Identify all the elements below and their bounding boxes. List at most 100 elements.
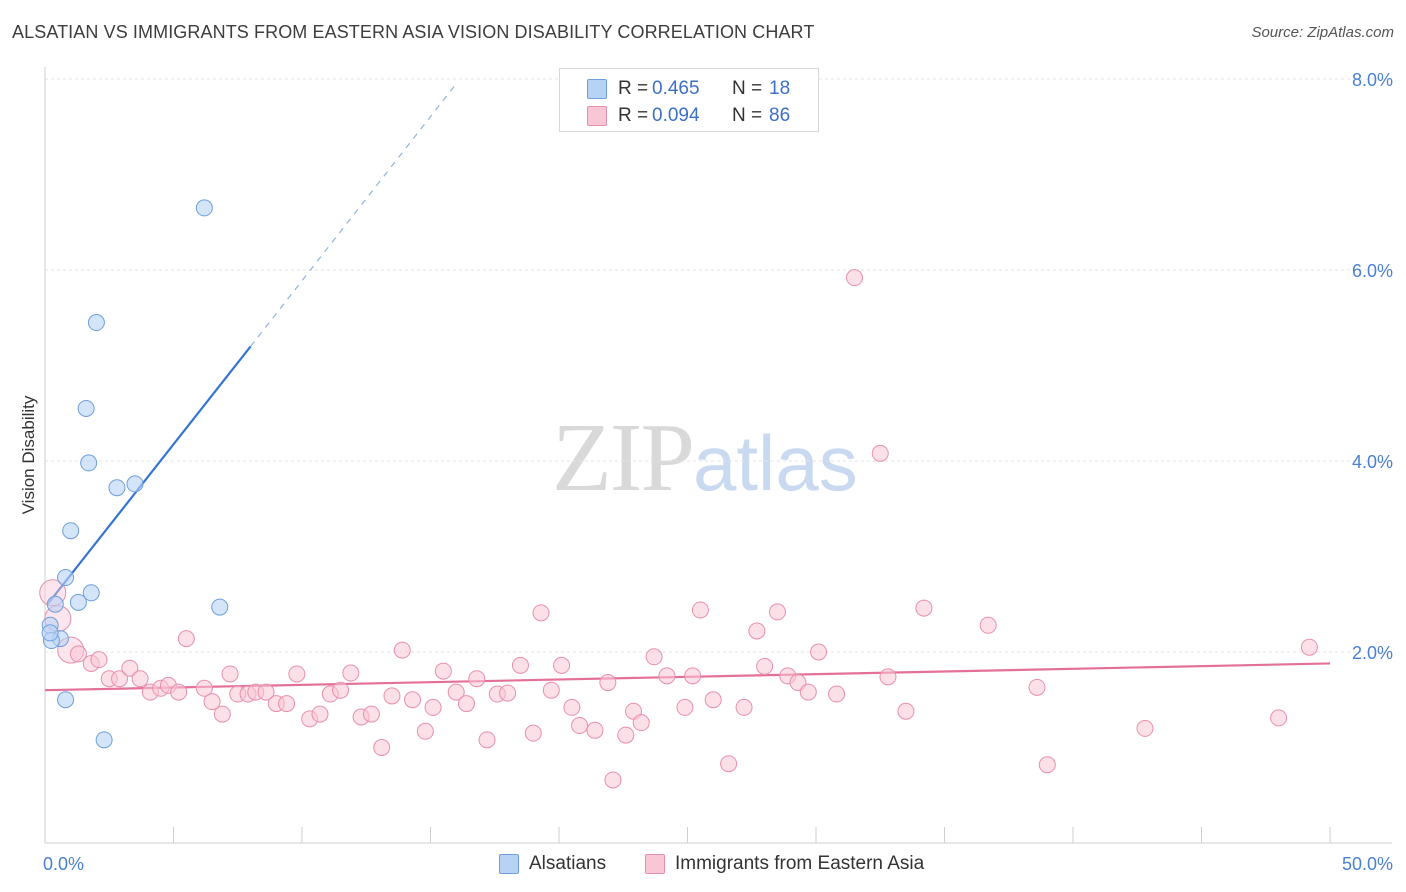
point-immigrants [288, 665, 306, 683]
point-alsatians [211, 598, 229, 616]
point-immigrants [846, 269, 864, 287]
point-immigrants [434, 662, 452, 680]
point-immigrants [447, 683, 465, 701]
point-immigrants [257, 683, 275, 701]
point-immigrants [342, 664, 360, 682]
bottom-legend-label: Alsatians [529, 853, 607, 874]
point-immigrants [499, 684, 517, 702]
point-immigrants [632, 714, 650, 732]
point-immigrants [393, 641, 411, 659]
point-alsatians [126, 475, 144, 493]
point-immigrants [828, 685, 846, 703]
legend-r-label: R = [618, 78, 649, 99]
point-immigrants [871, 444, 889, 462]
source-label: Source: ZipAtlas.com [1251, 24, 1394, 41]
point-immigrants [278, 695, 296, 713]
y-tick-label: 8.0% [1352, 70, 1393, 90]
point-alsatians [62, 522, 80, 540]
grid [45, 78, 1392, 653]
x-tick-label-max: 50.0% [1342, 854, 1393, 874]
point-immigrants [897, 702, 915, 720]
point-immigrants [645, 648, 663, 666]
point-immigrants [684, 667, 702, 685]
point-immigrants [468, 670, 486, 688]
point-immigrants [704, 691, 722, 709]
point-immigrants [617, 726, 635, 744]
point-immigrants [532, 604, 550, 622]
point-alsatians [57, 691, 75, 709]
point-immigrants [221, 665, 239, 683]
x-tick-label-min: 0.0% [43, 854, 84, 874]
point-immigrants [373, 739, 391, 756]
trend-line-alsatians-extension [250, 83, 457, 347]
point-immigrants [404, 691, 422, 709]
legend-row-immigrants: R = 0.094 N = 86 [560, 102, 818, 130]
point-immigrants [599, 674, 617, 692]
point-immigrants [586, 721, 604, 739]
point-alsatians [82, 584, 100, 602]
point-immigrants [111, 670, 129, 688]
legend-row-alsatians: R = 0.465 N = 18 [560, 75, 818, 103]
point-immigrants [90, 651, 108, 669]
point-immigrants [735, 698, 753, 716]
point-immigrants [915, 599, 933, 617]
point-immigrants [177, 630, 195, 648]
point-immigrants [720, 755, 738, 773]
point-immigrants [121, 659, 139, 677]
bottom-legend-swatch-pink [645, 854, 665, 874]
point-alsatians [41, 624, 59, 642]
point-immigrants [170, 683, 188, 701]
legend-n-label: N = [732, 105, 763, 126]
bottom-legend-label: Immigrants from Eastern Asia [675, 853, 925, 874]
point-immigrants [553, 656, 571, 674]
y-tick-label: 6.0% [1352, 261, 1393, 281]
point-immigrants [1038, 756, 1056, 774]
point-immigrants [1028, 678, 1046, 696]
point-immigrants [362, 705, 380, 723]
point-immigrants [195, 679, 213, 697]
point-immigrants [768, 603, 786, 621]
trend-lines [44, 83, 1331, 692]
trend-line-alsatians [46, 345, 252, 605]
point-immigrants [604, 771, 622, 789]
point-alsatians [95, 731, 113, 749]
point-immigrants [810, 643, 828, 661]
bottom-legend: Alsatians Immigrants from Eastern Asia [0, 852, 1406, 878]
bottom-legend-swatch-blue [499, 854, 519, 874]
point-alsatians [77, 399, 95, 417]
legend-r-label: R = [618, 105, 649, 126]
point-immigrants [131, 670, 149, 688]
point-immigrants [203, 693, 221, 711]
legend-r-value: 0.094 [652, 105, 700, 126]
y-axis-label: Vision Disability [19, 395, 38, 514]
data-points [39, 199, 1318, 789]
watermark-zip: ZIP [552, 404, 695, 512]
y-tick-label: 2.0% [1352, 643, 1393, 663]
legend-n-value: 86 [769, 105, 791, 126]
point-immigrants [691, 601, 709, 619]
axes [44, 67, 1392, 844]
point-alsatians [57, 569, 75, 587]
legend-swatch-blue [587, 79, 607, 99]
point-alsatians [195, 199, 213, 217]
point-immigrants [676, 698, 694, 716]
point-immigrants [1300, 638, 1318, 656]
legend-swatch-pink [587, 106, 607, 126]
point-immigrants [511, 656, 529, 674]
point-immigrants [571, 717, 589, 735]
tick-labels: 2.0% 4.0% 6.0% 8.0% 0.0% 50.0% [43, 70, 1393, 874]
watermark: ZIPatlas [552, 400, 858, 514]
point-immigrants [383, 687, 401, 705]
point-immigrants [1136, 719, 1154, 737]
point-immigrants [1270, 709, 1288, 727]
point-immigrants [563, 698, 581, 716]
point-immigrants [879, 668, 897, 686]
point-alsatians [108, 479, 126, 497]
legend-r-value: 0.465 [652, 78, 700, 99]
point-alsatians [80, 454, 98, 472]
point-immigrants [213, 705, 231, 723]
point-immigrants [424, 698, 442, 716]
point-alsatians [69, 593, 87, 611]
point-immigrants [311, 705, 329, 723]
